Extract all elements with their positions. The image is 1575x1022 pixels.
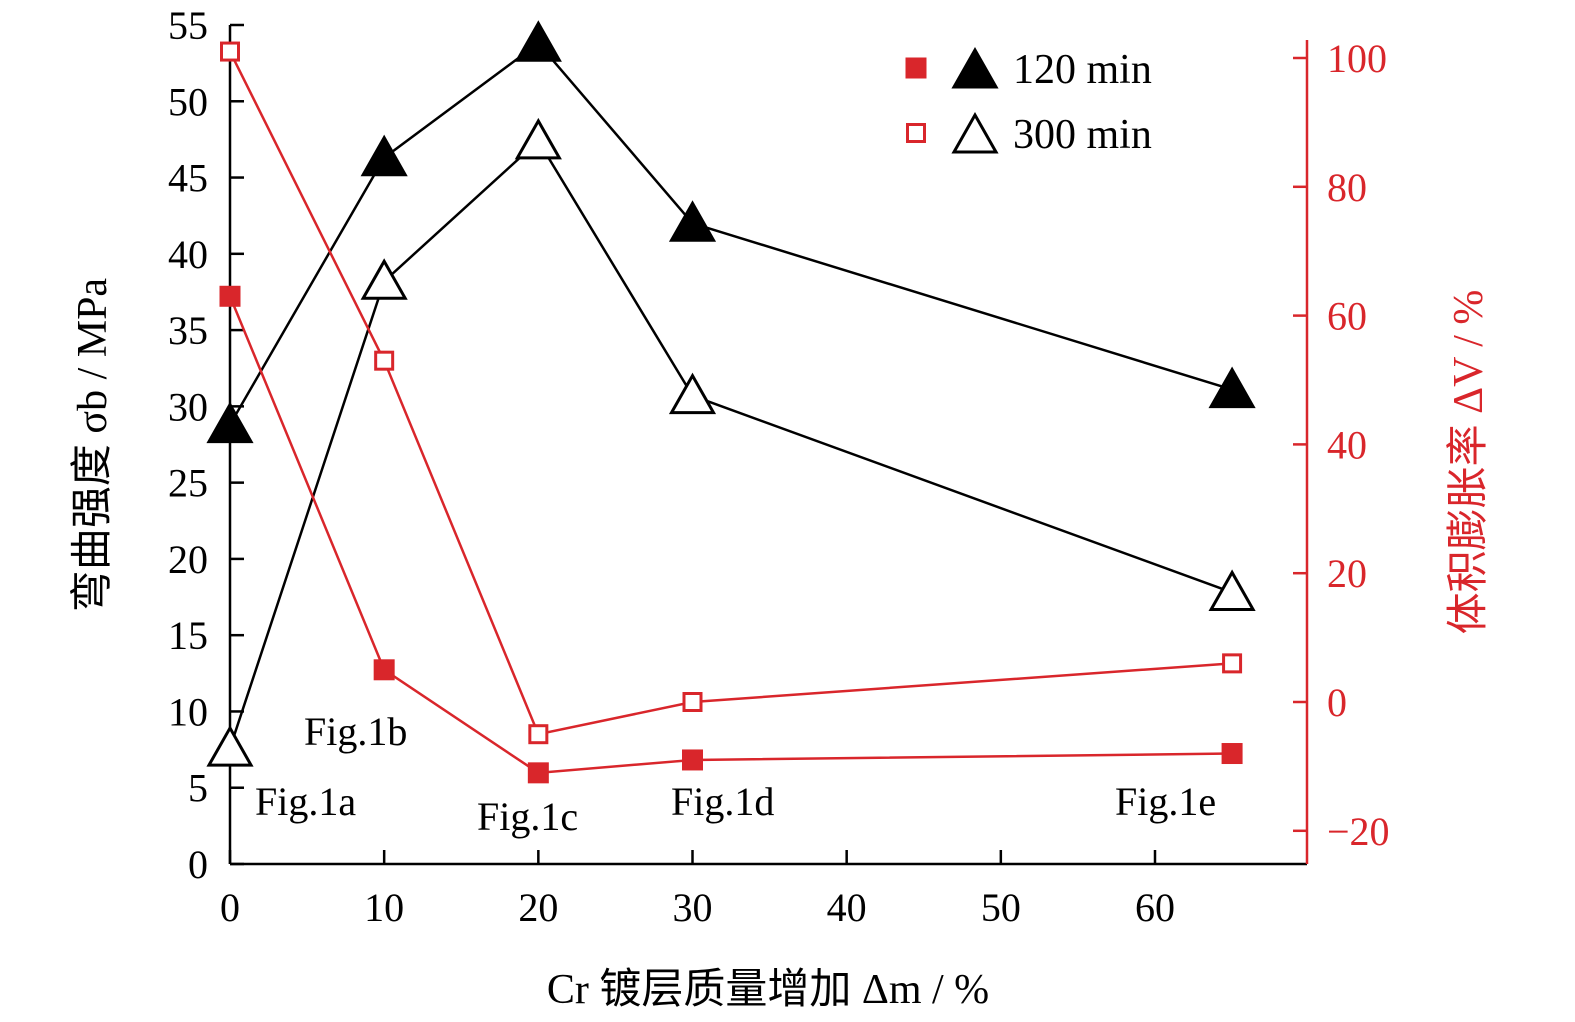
legend-square-marker	[905, 57, 927, 79]
y-right-tick-label: 100	[1327, 36, 1387, 81]
x-tick-label: 0	[220, 885, 240, 930]
y-left-tick-label: 40	[168, 232, 208, 277]
x-axis-title: Cr 镀层质量增加 Δm / %	[547, 967, 989, 1013]
axes: 0 10 20 30 40 50 60 0 5 10 15 20 25 30 35 40 45 50 55 −20 0 2…	[69, 3, 1492, 1013]
data-point-filled-square	[682, 749, 703, 771]
y-right-tick-label: 0	[1327, 680, 1347, 725]
data-point-open-triangle	[206, 725, 254, 767]
legend-triangle-marker	[951, 46, 999, 89]
legend-triangle-marker	[951, 111, 999, 154]
y-left-tick-label: 35	[168, 308, 208, 353]
x-tick-label: 40	[827, 885, 867, 930]
x-tick-label: 60	[1135, 885, 1175, 930]
data-point-open-square	[374, 350, 395, 371]
data-point-open-triangle	[668, 372, 717, 415]
y-left-tick-label: 30	[168, 384, 208, 429]
annotation-label: Fig.1b	[304, 709, 407, 754]
annotations: Fig.1a Fig.1b Fig.1c Fig.1d Fig.1e	[255, 709, 1216, 839]
annotation-label: Fig.1c	[477, 794, 578, 839]
x-tick-label: 50	[981, 885, 1021, 930]
data-point-open-square	[528, 724, 549, 745]
data-point-filled-square	[527, 762, 549, 784]
data-point-filled-triangle	[514, 20, 562, 62]
data-point-filled-square	[373, 659, 395, 681]
x-tick-label: 10	[364, 885, 404, 930]
y-right-tick-label: 20	[1327, 551, 1367, 596]
legend-label: 300 min	[1013, 112, 1152, 158]
data-point-filled-triangle	[1208, 366, 1256, 409]
open-triangle-series-line	[228, 138, 1233, 749]
y-left-tick-label: 0	[188, 842, 208, 887]
data-point-open-square	[1222, 653, 1243, 674]
y-left-tick-label: 50	[168, 79, 208, 124]
legend-square-marker	[906, 123, 926, 143]
y-right-axis-title: 体积膨胀率 ΔV / %	[1445, 290, 1492, 635]
y-right-tick-label: 40	[1327, 422, 1367, 467]
data-point-filled-square	[219, 285, 241, 307]
data-point-filled-triangle	[206, 401, 254, 444]
data-point-open-square	[682, 692, 703, 712]
y-right-tick-label: −20	[1327, 809, 1390, 854]
data-point-filled-square	[1221, 743, 1243, 765]
series-layer	[206, 20, 1256, 784]
y-left-tick-label: 20	[168, 537, 208, 582]
y-left-tick-label: 10	[168, 689, 208, 734]
data-point-filled-triangle	[668, 200, 717, 242]
annotation-label: Fig.1e	[1115, 779, 1216, 824]
y-left-axis-title: 弯曲强度 σb / MPa	[69, 278, 116, 613]
y-left-tick-label: 55	[168, 3, 208, 48]
legend: 120 min 300 min	[905, 46, 1152, 158]
x-tick-label: 20	[518, 885, 558, 930]
y-right-tick-label: 60	[1327, 294, 1367, 339]
y-left-tick-label: 15	[168, 613, 208, 658]
annotation-label: Fig.1a	[255, 779, 356, 824]
data-point-open-triangle	[514, 117, 562, 160]
x-tick-label: 30	[673, 885, 713, 930]
y-left-tick-label: 5	[188, 766, 208, 811]
annotation-label: Fig.1d	[671, 779, 774, 824]
y-left-tick-label: 25	[168, 461, 208, 506]
data-point-open-square	[220, 41, 240, 62]
legend-label: 120 min	[1013, 47, 1152, 93]
data-point-open-triangle	[1208, 569, 1256, 611]
y-left-tick-label: 45	[168, 156, 208, 201]
data-point-open-triangle	[360, 258, 408, 300]
y-right-tick-label: 80	[1327, 165, 1367, 210]
data-point-filled-triangle	[360, 134, 408, 177]
